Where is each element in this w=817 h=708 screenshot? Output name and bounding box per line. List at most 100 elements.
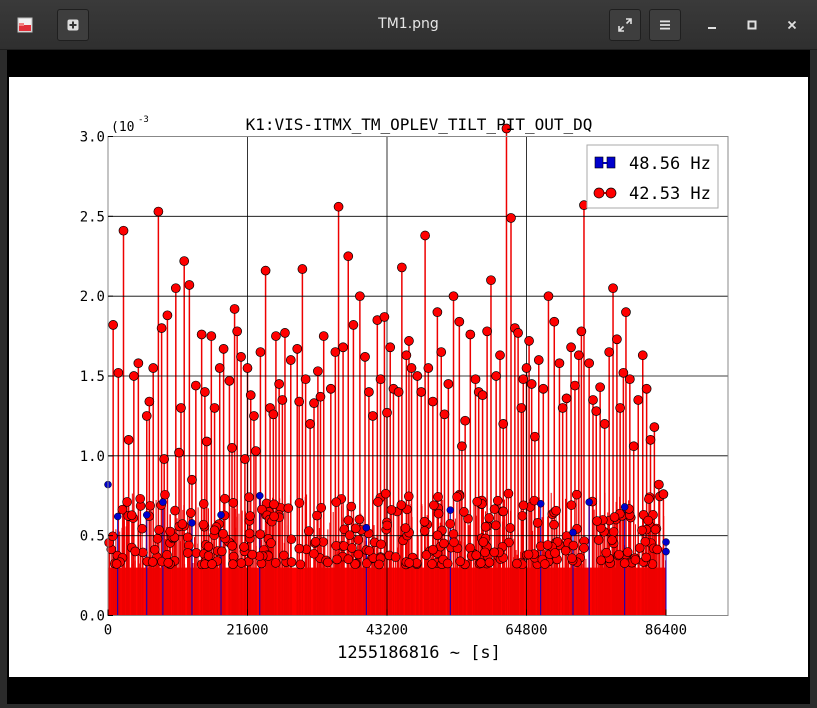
noise-marker [643,515,653,526]
noise-marker [427,559,437,569]
series2-marker [245,390,256,401]
noise-marker [286,557,297,567]
noise-marker [266,538,276,548]
series2-marker [557,403,568,413]
series2-marker [144,396,155,407]
series2-marker [141,411,152,421]
noise-marker [147,557,158,567]
noise-marker [549,519,559,530]
series1-marker [113,512,122,521]
noise-marker [165,526,176,537]
fullscreen-button[interactable] [609,9,641,41]
series2-marker [280,328,290,338]
series2-marker [364,387,374,397]
series2-marker [618,367,629,378]
series2-marker [318,331,329,341]
new-tab-button[interactable] [57,9,89,41]
series2-marker [448,291,459,302]
series2-marker [649,422,660,432]
noise-marker [331,497,342,507]
noise-marker [198,519,209,530]
noise-marker [432,530,443,541]
maximize-button[interactable] [742,15,762,35]
noise-marker [244,528,255,539]
series2-marker [460,415,470,426]
series2-marker [457,441,467,452]
noise-marker [386,505,397,515]
series2-marker [305,419,315,429]
menu-button[interactable] [649,9,681,41]
series2-marker [113,367,124,378]
noise-marker [551,505,561,516]
image-canvas: 0 21600 43200 64800 86400 0.0 0.5 1.0 1.5 2.0 2.5 3… [9,77,808,677]
noise-marker [607,535,617,545]
noise-marker [505,523,516,533]
series2-marker [543,291,554,302]
series2-marker [633,395,644,405]
noise-marker [185,508,196,518]
noise-marker [203,541,214,552]
noise-marker [518,500,529,511]
series2-marker [201,436,212,447]
series2-marker [128,371,139,381]
noise-marker [498,506,509,517]
series2-marker [260,265,271,276]
series1-marker [217,511,225,519]
series2-marker [367,411,378,421]
series2-marker [338,342,348,353]
series1-marker [620,503,629,511]
noise-marker [419,516,430,527]
close-button[interactable] [782,15,802,35]
series2-marker [518,374,529,385]
noise-marker [236,558,247,568]
series2-marker [218,344,229,354]
expand-arrows-icon [618,18,632,32]
noise-marker [540,559,550,569]
minimize-button[interactable] [702,15,722,35]
noise-marker [503,488,514,499]
chart: 0 21600 43200 64800 86400 0.0 0.5 1.0 1.5 2.0 2.5 3… [80,115,729,663]
noise-marker [489,547,500,558]
noise-marker [353,549,364,560]
series2-marker [333,201,344,212]
series2-marker [393,387,404,397]
series2-marker [641,383,652,394]
noise-marker [448,529,459,539]
series1-marker [585,498,593,506]
noise-marker [480,547,490,558]
series2-marker [591,406,602,416]
y-scale-exponent: -3 [138,115,149,125]
legend-swatch-series1 [594,156,616,169]
series2-marker [521,363,532,373]
series2-marker [432,307,443,317]
series2-marker [604,347,615,357]
series2-marker [232,326,243,337]
noise-marker [608,527,619,537]
series2-marker [420,230,430,241]
series2-marker [416,387,427,397]
chart-title: K1:VIS-ITMX_TM_OPLEV_TILT_PIT_OUT_DQ [246,115,593,134]
noise-marker [182,548,193,558]
noise-marker [350,523,361,534]
series2-marker [313,366,323,377]
noise-marker [220,493,230,504]
series1-marker [256,492,264,500]
y-tick-label: 2.0 [80,289,105,305]
series2-marker [549,316,560,327]
noise-marker [472,496,483,507]
series2-marker [206,331,217,341]
series2-marker [268,409,279,420]
series2-marker [423,363,434,373]
noise-marker [145,500,155,511]
series2-marker [292,344,303,354]
hamburger-menu-icon [660,20,670,30]
noise-marker [478,537,489,547]
series2-marker [162,310,173,321]
noise-marker [484,557,495,568]
series1-marker [159,498,167,506]
noise-marker [286,534,297,545]
series1-marker [143,511,151,519]
noise-marker [492,495,503,506]
noise-marker [449,537,459,548]
noise-marker [152,533,163,544]
